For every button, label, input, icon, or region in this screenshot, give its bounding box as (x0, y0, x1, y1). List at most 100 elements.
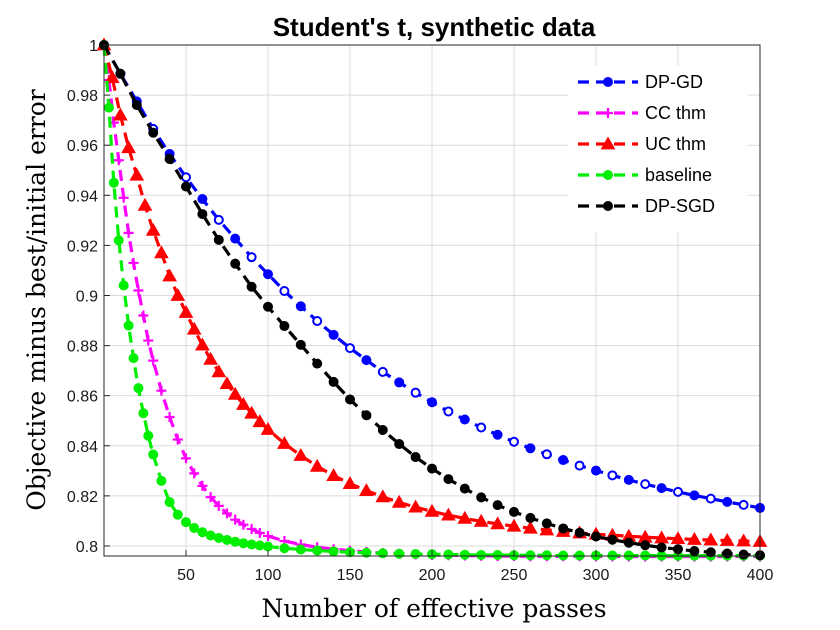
legend-label-baseline: baseline (645, 165, 712, 185)
data-point-dp-sgd (312, 358, 323, 369)
data-point-dp-sgd (394, 439, 405, 450)
data-point-dp-sgd (525, 512, 536, 523)
legend-marker-cc-thm (603, 108, 613, 118)
data-point-dp-gd (345, 343, 355, 354)
data-point-baseline (623, 550, 634, 561)
data-point-uc-thm (326, 468, 341, 481)
data-point-dp-gd (230, 233, 241, 244)
data-point-dp-gd (295, 301, 306, 312)
data-point-baseline (640, 550, 651, 561)
data-point-baseline (541, 550, 552, 561)
data-point-dp-sgd (558, 523, 569, 534)
data-point-uc-thm (137, 197, 153, 211)
data-point-cc-thm (205, 492, 216, 503)
data-point-dp-gd (213, 214, 224, 225)
data-point-baseline (525, 550, 536, 561)
x-tick-label: 400 (747, 567, 774, 584)
data-point-dp-gd (361, 355, 372, 366)
data-point-baseline (263, 541, 273, 552)
data-point-dp-gd (673, 486, 683, 497)
data-point-cc-thm (189, 468, 200, 479)
data-point-dp-sgd (541, 518, 552, 529)
data-point-baseline (143, 430, 154, 441)
legend-marker-dp-sgd (603, 201, 613, 211)
data-point-uc-thm (523, 520, 538, 534)
data-point-dp-gd (476, 422, 487, 433)
data-point-cc-thm (238, 519, 249, 530)
legend-label-dp-sgd: DP-SGD (645, 196, 715, 216)
data-point-dp-sgd (295, 339, 306, 350)
series-uc-thm (96, 37, 768, 547)
data-point-dp-gd (492, 429, 503, 440)
y-axis-label: Objective minus best/initial error (22, 89, 51, 510)
data-point-uc-thm (293, 448, 309, 461)
data-point-baseline (213, 532, 224, 543)
data-point-baseline (295, 544, 306, 555)
data-point-baseline (128, 353, 139, 364)
data-point-dp-gd (394, 377, 405, 388)
data-point-dp-sgd (607, 534, 618, 545)
data-point-dp-sgd (328, 376, 339, 387)
series-layer (96, 37, 768, 562)
data-point-dp-gd (197, 194, 208, 205)
data-point-uc-thm (260, 421, 276, 435)
data-point-dp-sgd (263, 301, 273, 312)
data-point-dp-sgd (443, 474, 454, 485)
data-point-dp-sgd (509, 506, 519, 517)
legend: DP-GD CC thm UC thm baseline DP-SGD (568, 66, 748, 232)
data-point-dp-sgd (197, 209, 208, 220)
x-tick-label: 200 (419, 567, 446, 584)
data-point-dp-sgd (230, 258, 241, 269)
x-tick-label: 300 (583, 567, 610, 584)
data-point-dp-gd (738, 499, 749, 510)
x-tick-label: 100 (255, 567, 282, 584)
data-point-dp-gd (607, 470, 618, 481)
data-point-cc-thm (123, 227, 134, 238)
data-point-uc-thm (375, 489, 391, 503)
data-point-dp-sgd (656, 542, 667, 553)
data-point-uc-thm (178, 305, 194, 318)
data-point-uc-thm (309, 458, 325, 472)
data-point-dp-gd (541, 449, 552, 460)
data-point-baseline (138, 408, 149, 419)
data-point-baseline (181, 517, 191, 528)
data-point-dp-sgd (181, 181, 191, 192)
data-point-cc-thm (128, 257, 139, 268)
data-point-dp-sgd (115, 68, 126, 79)
data-point-dp-gd (459, 414, 470, 425)
data-point-uc-thm (236, 396, 251, 410)
data-point-dp-sgd (705, 547, 716, 558)
y-tick-label: 0.84 (67, 439, 98, 456)
data-point-cc-thm (148, 355, 159, 366)
data-point-dp-sgd (623, 537, 634, 548)
data-point-dp-sgd (476, 492, 487, 503)
data-point-dp-sgd (640, 540, 651, 551)
data-point-dp-sgd (459, 483, 470, 494)
data-point-cc-thm (172, 434, 183, 445)
data-point-uc-thm (154, 245, 169, 259)
data-point-cc-thm (222, 508, 232, 519)
data-point-uc-thm (359, 483, 374, 496)
data-point-baseline (197, 527, 208, 538)
data-point-uc-thm (121, 140, 136, 154)
data-point-uc-thm (424, 503, 440, 517)
data-point-baseline (238, 538, 249, 549)
data-point-uc-thm (203, 351, 218, 365)
data-point-dp-sgd (164, 153, 175, 164)
y-tick-label: 0.86 (67, 389, 98, 406)
data-point-dp-sgd (361, 410, 372, 421)
data-point-dp-gd (574, 460, 585, 471)
data-point-baseline (254, 540, 265, 551)
data-point-uc-thm (227, 386, 243, 400)
x-tick-label: 150 (337, 567, 364, 584)
data-point-dp-gd (705, 493, 716, 504)
data-point-uc-thm (703, 532, 719, 546)
data-point-cc-thm (113, 155, 124, 166)
data-point-cc-thm (164, 411, 175, 422)
data-point-uc-thm (170, 287, 186, 301)
data-point-dp-gd (443, 406, 454, 417)
data-point-dp-gd (328, 329, 339, 340)
data-point-baseline (279, 543, 290, 554)
x-axis-label: Number of effective passes (261, 594, 606, 623)
